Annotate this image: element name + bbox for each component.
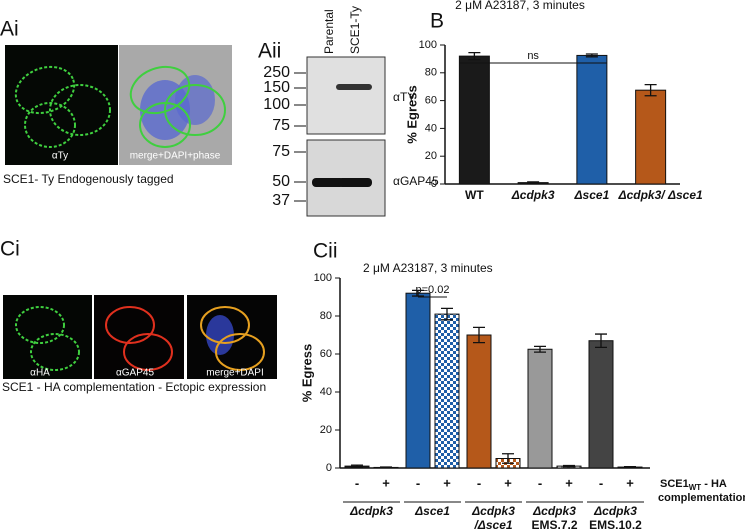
x-tick-label: -: [416, 475, 420, 490]
y-tick-label: 100: [419, 39, 437, 51]
x-tick-label: +: [565, 475, 573, 490]
caption: SCE1- Ty Endogenously tagged: [3, 172, 174, 186]
group-label: Δcdpk3: [532, 504, 576, 518]
micrograph-ai: [5, 45, 232, 165]
error-bar: [595, 333, 607, 348]
bar: [576, 54, 608, 185]
y-tick-label: 100: [314, 272, 332, 284]
x-tick-label: Δcdpk3: [511, 188, 555, 202]
x-tick-label: +: [382, 475, 390, 490]
group-sublabel: EMS.10.2: [589, 518, 642, 531]
x-tick-label: +: [443, 475, 451, 490]
bar: [588, 340, 614, 469]
error-bar: [563, 464, 575, 468]
group-sublabel: EMS.7.2: [531, 518, 577, 531]
error-bar: [585, 53, 598, 58]
error-bar: [351, 464, 363, 468]
group-label: Δsce1: [414, 504, 450, 518]
legend: complementation: [658, 492, 745, 504]
x-tick-label: -: [477, 475, 481, 490]
bar: [466, 334, 492, 469]
micrograph-ci: [3, 295, 277, 379]
error-bar: [441, 307, 453, 321]
image-label: αHA: [30, 368, 50, 379]
legend-text: - HA: [701, 478, 727, 490]
y-tick-label: 60: [320, 348, 332, 360]
bar: [405, 292, 431, 469]
y-tick-label: 40: [425, 122, 437, 134]
caption: SCE1 - HA complementation - Ectopic expr…: [2, 380, 266, 394]
legend: SCE1WT - HA: [660, 478, 727, 492]
error-bar: [468, 51, 481, 61]
marker-label: 50: [272, 173, 290, 190]
error-bar: [644, 83, 657, 97]
group-label: Δcdpk3: [593, 504, 637, 518]
lane-label: SCE1-Ty: [348, 6, 362, 54]
bar: [458, 55, 490, 185]
x-tick-label: Δsce1: [573, 188, 609, 202]
lane-label: Parental: [322, 9, 336, 54]
legend-subscript: WT: [689, 483, 702, 492]
panel-label: B: [430, 10, 444, 33]
error-bar: [473, 326, 485, 344]
marker-label: 37: [272, 192, 290, 209]
x-tick-label: +: [504, 475, 512, 490]
x-tick-label: Δcdpk3/ Δsce1: [618, 188, 703, 202]
image-label: αGAP45: [116, 368, 154, 379]
y-tick-label: 20: [320, 424, 332, 436]
y-tick-label: 0: [431, 178, 437, 190]
error-bar: [502, 453, 514, 464]
group-label: Δcdpk3: [471, 504, 515, 518]
error-bar: [380, 466, 392, 469]
group-sublabel: /Δsce1: [473, 518, 512, 531]
x-tick-label: +: [626, 475, 634, 490]
legend-text: SCE1: [660, 478, 689, 490]
y-tick-label: 80: [320, 310, 332, 322]
panel-label: Ci: [0, 238, 20, 261]
y-axis-label: % Egress: [299, 344, 314, 403]
antibody-label: αGAP45: [393, 174, 439, 188]
western-blot: [306, 56, 386, 217]
panel-label: Aii: [258, 40, 281, 63]
antibody-label: αTY: [393, 90, 415, 104]
error-bar: [534, 345, 546, 353]
x-tick-label: WT: [465, 188, 484, 202]
x-tick-label: -: [599, 475, 603, 490]
marker-label: 75: [272, 117, 290, 134]
y-tick-label: 0: [326, 462, 332, 474]
y-tick-label: 80: [425, 67, 437, 79]
panel-label: Ai: [0, 18, 19, 41]
marker-label: 100: [263, 96, 290, 113]
marker-label: 75: [272, 143, 290, 160]
marker-label: 250: [263, 64, 290, 81]
annotation: ns: [527, 50, 539, 62]
bar: [527, 348, 553, 469]
bar: [434, 313, 460, 469]
y-tick-label: 60: [425, 95, 437, 107]
error-bar: [624, 466, 636, 469]
x-tick-label: -: [355, 475, 359, 490]
panel-label: Cii: [313, 240, 338, 263]
y-tick-label: 20: [425, 150, 437, 162]
chart-title: 2 μM A23187, 3 minutes: [455, 0, 585, 12]
marker-label: 150: [263, 79, 290, 96]
chart-title: 2 μM A23187, 3 minutes: [363, 261, 493, 275]
image-label: αTy: [52, 151, 68, 162]
y-axis-label: % Egress: [404, 85, 419, 144]
image-label: merge+DAPI+phase: [130, 151, 221, 162]
y-tick-label: 40: [320, 386, 332, 398]
group-label: Δcdpk3: [349, 504, 393, 518]
error-bar: [412, 289, 424, 297]
error-bar: [527, 181, 540, 184]
bar: [635, 89, 667, 185]
x-tick-label: -: [538, 475, 542, 490]
annotation: p=0.02: [416, 284, 450, 296]
image-label: merge+DAPI: [206, 368, 264, 379]
